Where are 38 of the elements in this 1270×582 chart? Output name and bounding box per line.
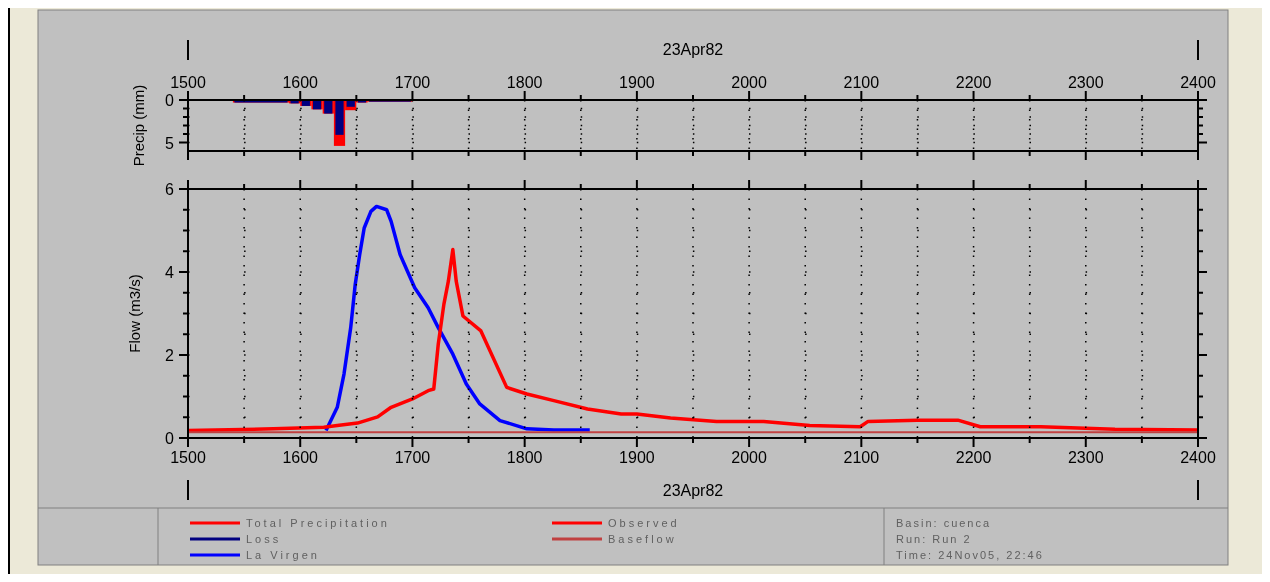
x-axis-title: 23Apr82 (662, 482, 724, 499)
x-tick-label: 2100 (843, 74, 880, 91)
x-tick-label: 2200 (955, 449, 992, 466)
x-tick-label: 1900 (619, 449, 655, 466)
x-axis-title: 23Apr82 (662, 41, 724, 58)
y-tick-label: 5 (165, 134, 175, 152)
x-tick-label: 2200 (955, 74, 992, 91)
y-tick-label: 0 (165, 430, 175, 447)
x-tick-label: 1500 (170, 74, 206, 91)
x-tick-label: 2100 (843, 449, 880, 466)
x-tick-label: 1800 (506, 74, 543, 91)
y-tick-label: 0 (165, 92, 175, 109)
legend-label: Loss (246, 533, 282, 545)
x-tick-label: 2400 (1180, 449, 1216, 466)
y-tick-label: 2 (165, 347, 175, 364)
x-tick-label: 1700 (394, 74, 431, 91)
y-tick-label: 4 (165, 264, 175, 281)
x-tick-label: 2000 (731, 449, 768, 466)
y-axis-title: Flow (m3/s) (126, 274, 143, 353)
legend-label: Total Precipitation (246, 517, 390, 529)
y-tick-label: 6 (165, 181, 175, 198)
x-tick-label: 1800 (506, 449, 543, 466)
x-tick-label: 1500 (170, 449, 206, 466)
x-tick-label: 1600 (282, 449, 319, 466)
x-tick-label: 2000 (731, 74, 768, 91)
legend-label: Baseflow (608, 533, 677, 545)
x-tick-label: 2300 (1067, 449, 1104, 466)
legend-label: Observed (608, 517, 680, 529)
x-tick-label: 1700 (394, 449, 431, 466)
text: Run: Run 2 (896, 533, 972, 545)
y-axis-title: Precip (mm) (130, 84, 147, 167)
x-tick-label: 1600 (282, 74, 319, 91)
x-tick-label: 2300 (1067, 74, 1104, 91)
legend-label: La Virgen (246, 549, 320, 561)
x-tick-label: 1900 (619, 74, 655, 91)
text: Basin: cuenca (896, 517, 992, 529)
text: Time: 24Nov05, 22:46 (896, 549, 1044, 561)
x-tick-label: 2400 (1180, 74, 1216, 91)
